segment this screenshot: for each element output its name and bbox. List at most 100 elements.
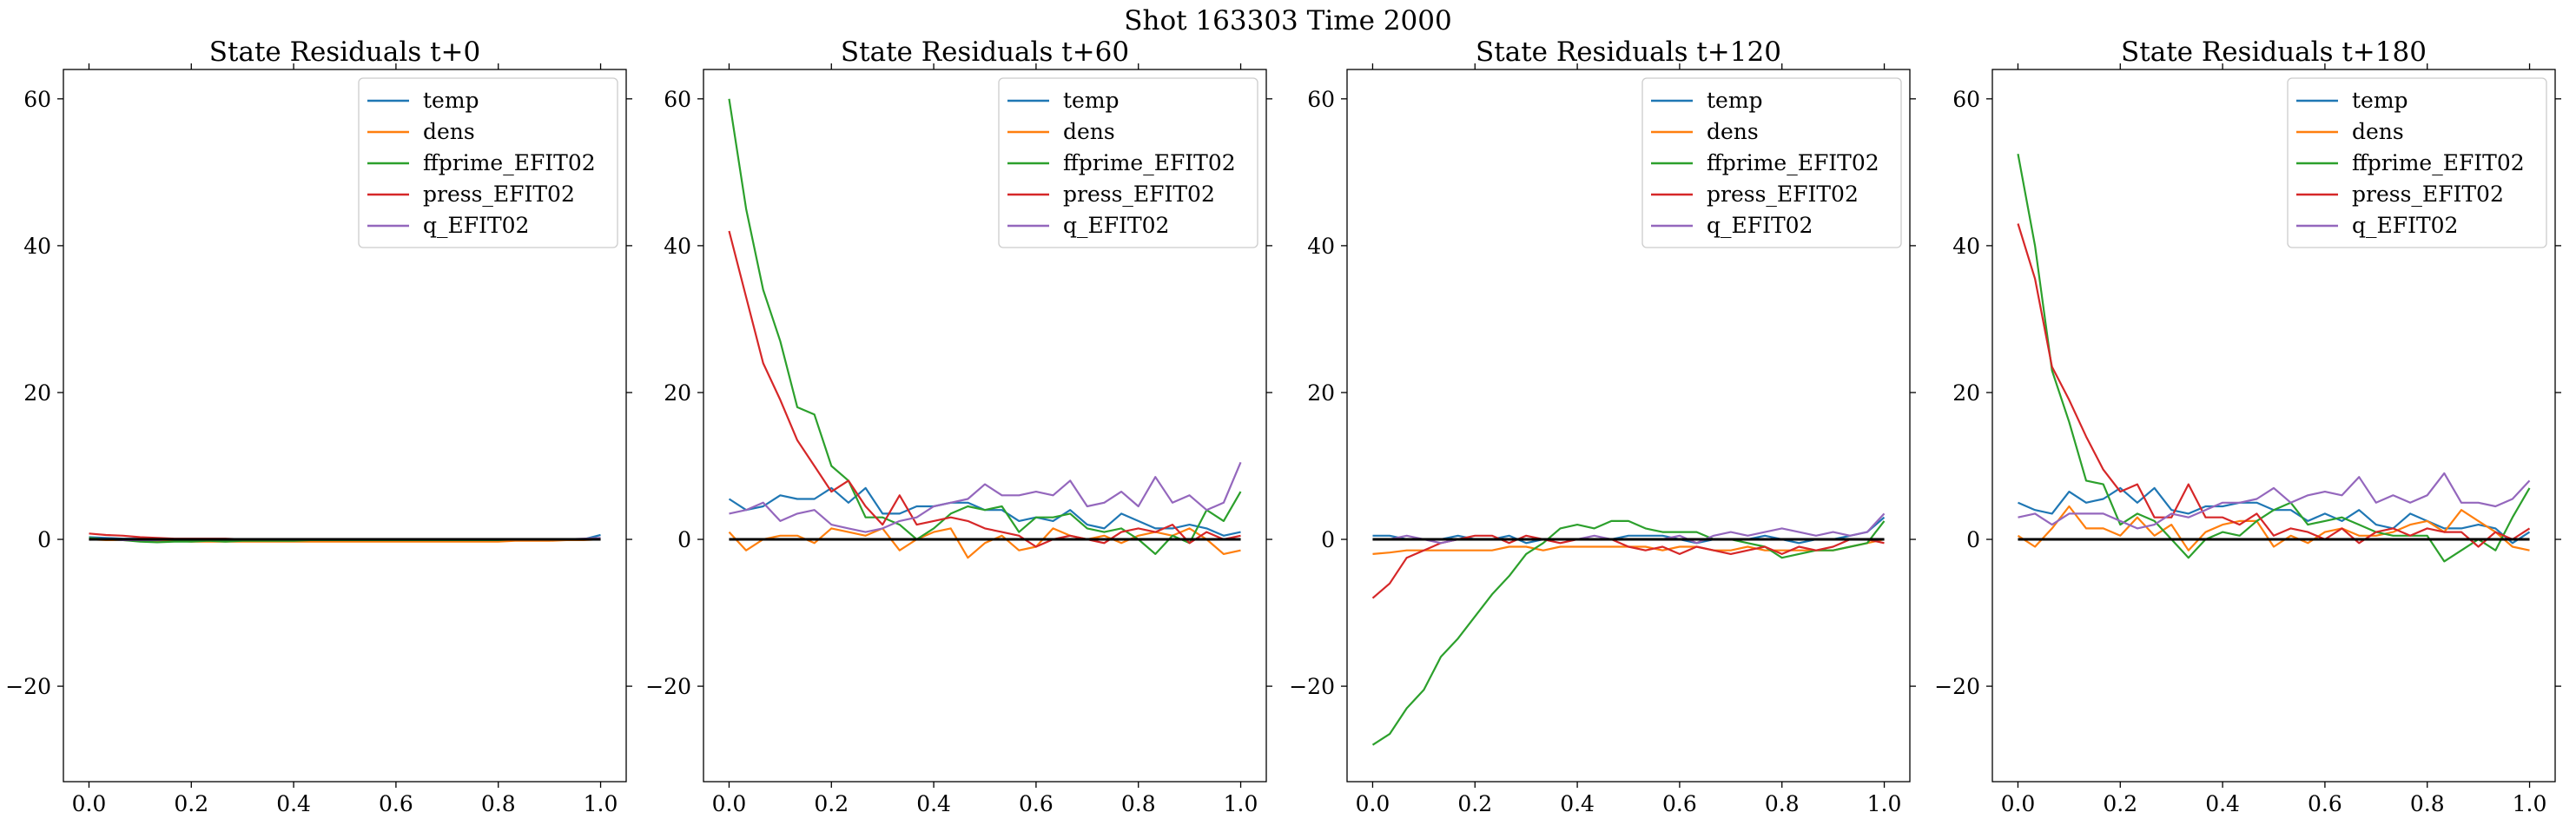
legend-label: temp — [1707, 88, 1763, 113]
y-tick-label: −20 — [645, 674, 691, 699]
x-tick-label: 0.6 — [379, 791, 413, 816]
legend-box — [1641, 77, 1902, 248]
x-tick-label: 1.0 — [1224, 791, 1258, 816]
legend-label: dens — [423, 119, 475, 144]
subplot-title: State Residuals t+120 — [1476, 36, 1781, 68]
subplot-2: State Residuals t+60 0.0 0.2 0.4 0.6 0.8 1.0 −2… — [645, 36, 1272, 816]
x-tick-label: 1.0 — [584, 791, 618, 816]
x-tick-label: 0.8 — [2410, 791, 2445, 816]
x-tick-label: 0.8 — [1121, 791, 1156, 816]
y-tick-label: 0 — [1966, 527, 1980, 552]
legend-label: temp — [2352, 88, 2408, 113]
subplot-title: State Residuals t+0 — [209, 36, 480, 68]
y-tick-label: 20 — [23, 380, 51, 406]
series-line-q_EFIT02 — [2018, 472, 2531, 530]
legend-label: press_EFIT02 — [1707, 182, 1859, 207]
x-tick-label: 0.0 — [1356, 791, 1390, 816]
legend: temp dens ffprime_EFIT02 press_EFIT02 q_EFIT… — [2287, 77, 2547, 248]
x-tick-label: 0.4 — [276, 791, 311, 816]
series-line-press_EFIT02 — [1371, 534, 1885, 599]
x-tick-label: 0.2 — [814, 791, 849, 816]
x-tick-label: 0.2 — [1457, 791, 1492, 816]
series-line-ffprime_EFIT02 — [728, 98, 1242, 556]
legend-label: press_EFIT02 — [2352, 182, 2504, 207]
legend-box — [998, 77, 1258, 248]
axes-frame — [1991, 69, 2556, 783]
y-tick-label: 20 — [664, 380, 691, 406]
legend-label: temp — [423, 88, 479, 113]
y-tick-label: 60 — [23, 87, 51, 112]
series-line-ffprime_EFIT02 — [2017, 153, 2531, 563]
legend-label: dens — [2352, 119, 2404, 144]
x-tick-label: 0.4 — [2205, 791, 2240, 816]
x-tick-label: 1.0 — [2513, 791, 2547, 816]
legend-label: q_EFIT02 — [2352, 213, 2458, 238]
legend-label: q_EFIT02 — [1707, 213, 1813, 238]
legend-label: temp — [1063, 88, 1120, 113]
x-tick-label: 0.4 — [1560, 791, 1595, 816]
legend-label: ffprime_EFIT02 — [423, 150, 596, 175]
legend: temp dens ffprime_EFIT02 press_EFIT02 q_EFIT… — [998, 77, 1258, 248]
y-tick-label: −20 — [1934, 674, 1980, 699]
x-tick-label: 0.2 — [174, 791, 208, 816]
legend: temp dens ffprime_EFIT02 press_EFIT02 q_EFIT… — [358, 77, 618, 248]
x-tick-label: 0.8 — [1765, 791, 1800, 816]
axes-frame — [1346, 69, 1911, 783]
subplot-title: State Residuals t+180 — [2121, 36, 2427, 68]
subplot-3: State Residuals t+120 0.0 0.2 0.4 0.6 0.8 1.0 −… — [1289, 36, 1916, 816]
series-line-q_EFIT02 — [729, 461, 1242, 533]
legend-label: q_EFIT02 — [1063, 213, 1169, 238]
legend-label: q_EFIT02 — [423, 213, 529, 238]
y-tick-label: 0 — [677, 527, 691, 552]
y-tick-label: 20 — [1952, 380, 1980, 406]
figure-title: Shot 163303 Time 2000 — [1124, 5, 1451, 36]
legend-box — [2287, 77, 2547, 248]
series-line-press_EFIT02 — [728, 230, 1241, 548]
y-tick-label: 40 — [664, 234, 691, 259]
series-line-temp — [1372, 516, 1886, 545]
x-tick-label: 0.6 — [1019, 791, 1054, 816]
y-tick-label: 40 — [1307, 234, 1335, 259]
series-line-ffprime_EFIT02 — [1371, 519, 1886, 746]
x-tick-label: 0.0 — [72, 791, 107, 816]
legend-label: press_EFIT02 — [1063, 182, 1215, 207]
legend: temp dens ffprime_EFIT02 press_EFIT02 q_EFIT… — [1641, 77, 1902, 248]
series-lines — [1371, 512, 1886, 746]
y-tick-label: 20 — [1307, 380, 1335, 406]
y-tick-label: 40 — [1952, 234, 1980, 259]
x-tick-label: 0.8 — [481, 791, 516, 816]
series-lines — [2017, 153, 2531, 563]
legend-label: ffprime_EFIT02 — [1063, 150, 1236, 175]
y-tick-label: −20 — [1289, 674, 1335, 699]
x-tick-label: 0.6 — [1662, 791, 1697, 816]
subplot-title: State Residuals t+60 — [841, 36, 1129, 68]
legend-label: ffprime_EFIT02 — [2352, 150, 2525, 175]
subplot-4: State Residuals t+180 0.0 0.2 0.4 0.6 0.8 1.0 −… — [1934, 36, 2561, 816]
y-tick-label: 40 — [23, 234, 51, 259]
x-tick-label: 0.0 — [712, 791, 747, 816]
series-lines — [728, 98, 1242, 559]
legend-label: ffprime_EFIT02 — [1707, 150, 1879, 175]
legend-box — [358, 77, 618, 248]
x-tick-label: 1.0 — [1867, 791, 1902, 816]
series-line-press_EFIT02 — [2017, 223, 2531, 548]
y-tick-label: 0 — [37, 527, 51, 552]
subplots: State Residuals t+0 0.0 0.2 0.4 0.6 0.8 1.0 −20… — [5, 36, 2561, 816]
legend-label: press_EFIT02 — [423, 182, 575, 207]
series-lines — [89, 532, 601, 544]
y-tick-label: 60 — [1307, 87, 1335, 112]
y-tick-label: 60 — [664, 87, 691, 112]
x-tick-label: 0.0 — [2001, 791, 2036, 816]
legend-label: dens — [1707, 119, 1759, 144]
series-line-dens — [728, 527, 1241, 559]
axes-frame — [703, 69, 1267, 783]
y-tick-label: 0 — [1321, 527, 1335, 552]
x-tick-label: 0.2 — [2103, 791, 2137, 816]
subplot-1: State Residuals t+0 0.0 0.2 0.4 0.6 0.8 1.0 −20… — [5, 36, 632, 816]
x-tick-label: 0.4 — [916, 791, 951, 816]
axes-frame — [63, 69, 627, 783]
legend-label: dens — [1063, 119, 1115, 144]
y-tick-label: 60 — [1952, 87, 1980, 112]
y-tick-label: −20 — [5, 674, 51, 699]
